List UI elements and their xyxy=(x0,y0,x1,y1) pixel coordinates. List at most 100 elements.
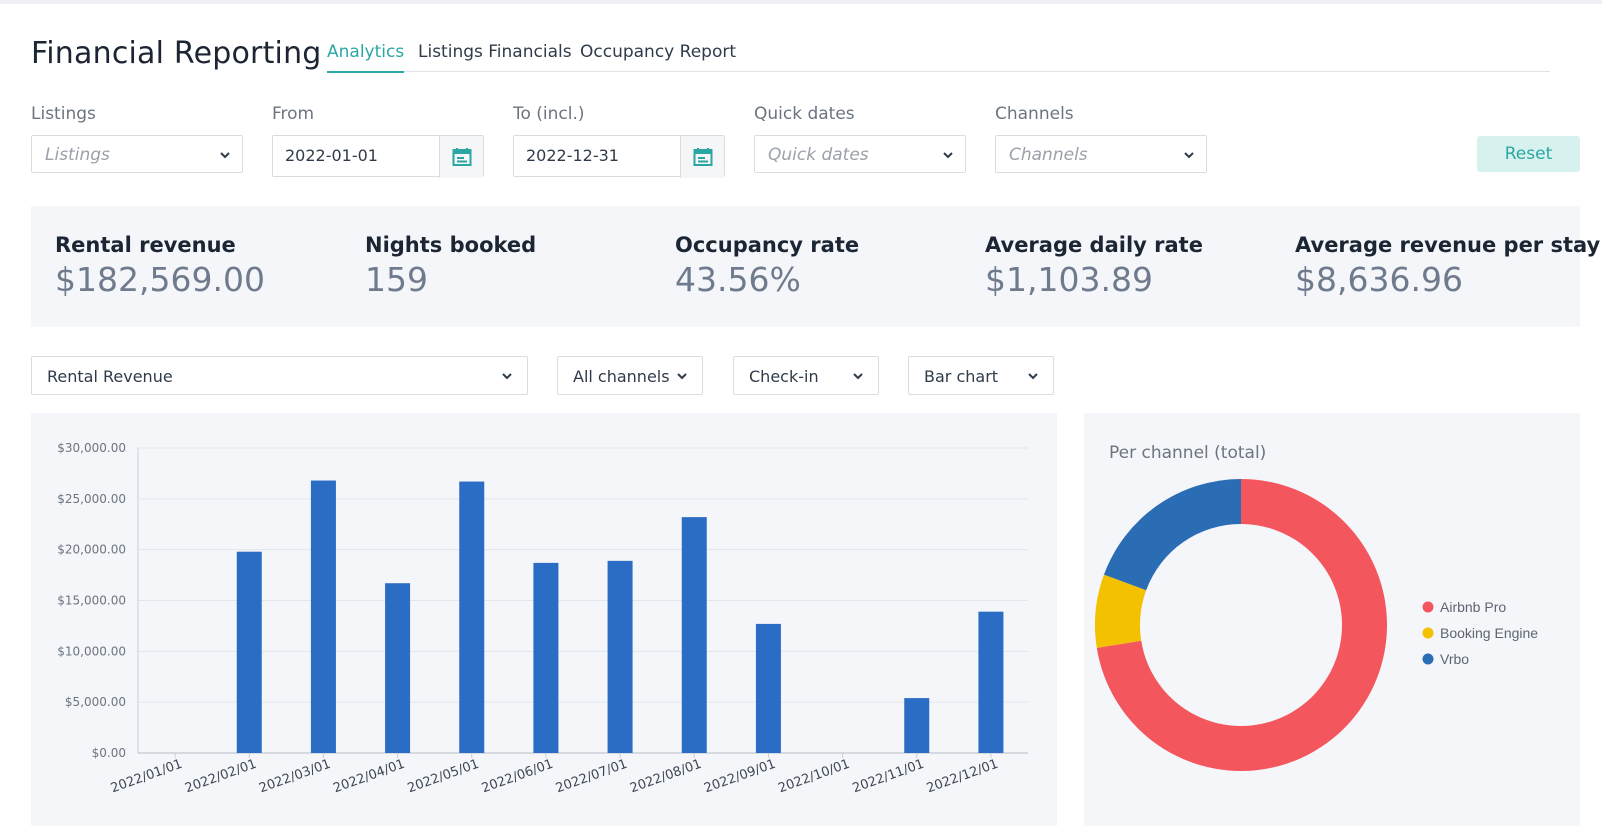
y-tick-label: $30,000.00 xyxy=(57,441,126,455)
x-tick-label: 2022/07/01 xyxy=(554,757,630,797)
x-tick-label: 2022/10/01 xyxy=(776,757,852,797)
calendar-icon xyxy=(693,148,713,166)
bar[interactable] xyxy=(385,583,411,753)
tab-analytics[interactable]: Analytics xyxy=(327,42,405,73)
donut-slice[interactable] xyxy=(1103,479,1241,591)
x-tick-label: 2022/05/01 xyxy=(406,757,482,797)
legend-marker xyxy=(1422,601,1434,613)
chevron-down-icon xyxy=(853,373,863,380)
channel-value: All channels xyxy=(573,367,670,386)
stat-value: $8,636.96 xyxy=(1295,260,1463,299)
legend-marker xyxy=(1422,627,1434,639)
legend-label: Airbnb Pro xyxy=(1440,599,1506,615)
date-basis-value: Check-in xyxy=(749,367,819,386)
y-tick-label: $0.00 xyxy=(92,746,126,760)
bar-chart-panel: $0.00 $5,000.00 $10,000.00 $15,000.00 $20,00… xyxy=(31,413,1057,826)
legend-marker xyxy=(1422,653,1434,665)
to-label: To (incl.) xyxy=(513,104,585,124)
tab-listings-financials[interactable]: Listings Financials xyxy=(418,42,572,62)
listings-label: Listings xyxy=(31,104,96,124)
bar[interactable] xyxy=(681,517,707,753)
chevron-down-icon xyxy=(220,152,230,159)
to-date-value: 2022-12-31 xyxy=(526,146,619,165)
bar[interactable] xyxy=(978,611,1004,753)
stat-rental-revenue: Rental revenue $182,569.00 xyxy=(55,233,265,299)
legend-label: Booking Engine xyxy=(1440,625,1538,641)
from-date-input[interactable]: 2022-01-01 xyxy=(272,135,484,178)
from-calendar-button[interactable] xyxy=(439,136,483,178)
bar[interactable] xyxy=(755,623,781,753)
x-tick-label: 2022/06/01 xyxy=(480,757,556,797)
x-tick-label: 2022/09/01 xyxy=(702,757,778,797)
stat-value: $1,103.89 xyxy=(985,260,1153,299)
listings-select[interactable]: Listings xyxy=(31,135,243,173)
channels-label: Channels xyxy=(995,104,1074,124)
stat-label: Rental revenue xyxy=(55,233,236,257)
x-tick-label: 2022/12/01 xyxy=(925,757,1001,797)
donut-title: Per channel (total) xyxy=(1109,443,1267,463)
stat-value: $182,569.00 xyxy=(55,260,265,299)
from-label: From xyxy=(272,104,315,124)
bar[interactable] xyxy=(607,560,633,753)
top-border xyxy=(0,0,1602,4)
stat-label: Average daily rate xyxy=(985,233,1203,257)
quick-dates-label: Quick dates xyxy=(754,104,855,124)
legend-label: Vrbo xyxy=(1440,651,1469,667)
donut-chart-panel: Per channel (total) Airbnb Pro Booking En… xyxy=(1084,413,1580,826)
chevron-down-icon xyxy=(1028,373,1038,380)
bar[interactable] xyxy=(459,481,485,753)
bar-chart: $0.00 $5,000.00 $10,000.00 $15,000.00 $20,00… xyxy=(57,441,1028,797)
stats-panel: Rental revenue $182,569.00 Nights booked… xyxy=(31,206,1600,327)
donut-chart: Airbnb Pro Booking Engine Vrbo xyxy=(1095,479,1538,771)
y-tick-label: $20,000.00 xyxy=(57,543,126,557)
tab-occupancy-report[interactable]: Occupancy Report xyxy=(580,42,736,62)
metric-value: Rental Revenue xyxy=(47,367,173,386)
quick-dates-placeholder: Quick dates xyxy=(768,145,869,165)
x-tick-label: 2022/02/01 xyxy=(183,757,259,797)
bar[interactable] xyxy=(533,562,559,753)
stat-label: Occupancy rate xyxy=(675,233,860,257)
bar[interactable] xyxy=(904,698,930,753)
chart-type-value: Bar chart xyxy=(924,367,999,386)
y-tick-label: $25,000.00 xyxy=(57,492,126,506)
stat-average-daily-rate: Average daily rate $1,103.89 xyxy=(985,233,1203,299)
y-tick-label: $10,000.00 xyxy=(57,644,126,658)
calendar-icon xyxy=(452,148,472,166)
x-tick-label: 2022/01/01 xyxy=(109,757,185,797)
x-tick-label: 2022/03/01 xyxy=(257,757,333,797)
stat-label: Average revenue per stay xyxy=(1295,233,1601,257)
from-date-value: 2022-01-01 xyxy=(285,146,378,165)
tab-bar: Analytics Listings Financials Occupancy … xyxy=(327,40,1550,73)
x-tick-label: 2022/08/01 xyxy=(628,757,704,797)
stat-average-revenue-per-stay: Average revenue per stay $8,636.96 xyxy=(1295,233,1600,299)
channels-placeholder: Channels xyxy=(1009,145,1088,165)
stat-label: Nights booked xyxy=(365,233,537,257)
metric-select[interactable]: Rental Revenue xyxy=(31,356,528,395)
quick-dates-select[interactable]: Quick dates xyxy=(754,135,966,173)
donut-slice[interactable] xyxy=(1095,574,1147,648)
chevron-down-icon xyxy=(1184,152,1194,159)
stat-value: 159 xyxy=(365,260,428,299)
y-tick-label: $15,000.00 xyxy=(57,594,126,608)
x-tick-label: 2022/11/01 xyxy=(851,757,927,797)
reset-button[interactable]: Reset xyxy=(1477,136,1580,172)
channel-select[interactable]: All channels xyxy=(557,356,703,395)
chevron-down-icon xyxy=(502,373,512,380)
chevron-down-icon xyxy=(943,152,953,159)
x-tick-label: 2022/04/01 xyxy=(331,757,407,797)
chevron-down-icon xyxy=(677,373,687,380)
date-basis-select[interactable]: Check-in xyxy=(733,356,879,395)
to-date-input[interactable]: 2022-12-31 xyxy=(513,135,725,178)
stat-value: 43.56% xyxy=(675,260,801,299)
y-tick-label: $5,000.00 xyxy=(65,695,126,709)
chart-type-select[interactable]: Bar chart xyxy=(908,356,1054,395)
stat-occupancy-rate: Occupancy rate 43.56% xyxy=(675,233,859,299)
donut-slice[interactable] xyxy=(1096,479,1387,771)
bar[interactable] xyxy=(236,551,262,753)
bar[interactable] xyxy=(310,480,336,753)
listings-placeholder: Listings xyxy=(45,145,110,165)
page-title: Financial Reporting xyxy=(31,36,322,71)
channels-select[interactable]: Channels xyxy=(995,135,1207,173)
to-calendar-button[interactable] xyxy=(680,136,724,178)
stat-nights-booked: Nights booked 159 xyxy=(365,233,536,299)
